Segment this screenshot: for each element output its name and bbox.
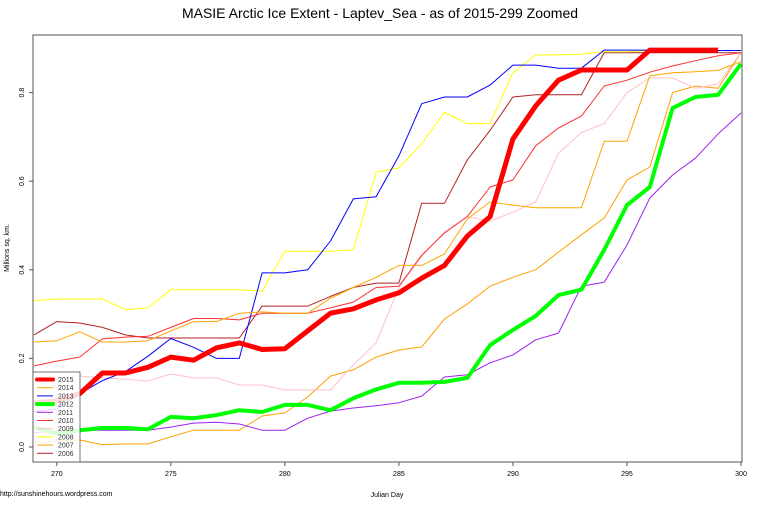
series-line-2006 [33,52,741,339]
series-line-2009 [33,52,742,391]
x-tick-label: 285 [393,471,405,478]
series-line-2007 [33,52,742,446]
series-lines [33,47,742,446]
legend-label: 2008 [58,434,74,441]
x-tick-label: 290 [507,471,519,478]
legend-label: 2011 [58,410,73,417]
x-tick-label: 280 [279,471,291,478]
y-tick-label: 0.8 [19,88,26,98]
legend-label: 2014 [58,385,74,392]
legend-item-2015: 2015 [35,377,74,384]
y-axis-label: Millions sq. km. [4,224,11,272]
series-line-2008 [33,50,741,311]
x-tick-label: 295 [621,471,633,478]
legend-label: 2012 [58,402,74,409]
series-line-2011 [33,112,742,434]
series-line-2010 [33,52,742,367]
legend-label: 2006 [58,451,74,458]
footer-url: http://sunshinehours.wordpress.com [0,491,113,498]
chart-title: MASIE Arctic Ice Extent - Laptev_Sea - a… [182,5,578,21]
series-line-2012 [33,62,742,436]
legend-item-2007: 2007 [37,443,74,450]
legend-item-2012: 2012 [35,402,74,409]
plot-frame [32,34,743,463]
legend-label: 2010 [58,418,74,425]
y-tick-label: 0.6 [19,176,26,186]
legend-label: 2007 [58,443,74,450]
series-line-2013 [33,49,741,413]
x-axis-label: Julian Day [371,492,404,499]
legend-item-2006: 2006 [37,451,74,458]
legend-label: 2015 [58,377,74,384]
legend-item-2010: 2010 [37,418,74,425]
y-tick-label: 0.0 [19,442,26,452]
legend-item-2014: 2014 [37,385,74,392]
series-line-2015 [33,47,719,406]
x-tick-label: 300 [735,471,747,478]
legend-label: 2013 [58,393,74,400]
legend-box [32,371,81,463]
x-axis: 270 275 280 285 290 295 300 [51,462,747,478]
y-tick-label: 0.2 [19,353,26,363]
x-tick-label: 270 [51,471,63,478]
x-tick-label: 275 [165,471,177,478]
legend-item-2009: 2009 [37,426,74,433]
legend-label: 2009 [58,426,74,433]
legend-item-2013: 2013 [37,393,74,400]
legend-item-2011: 2011 [37,410,73,417]
series-line-2014 [33,61,742,343]
y-axis: 0.0 0.2 0.4 0.6 0.8 [19,88,33,452]
legend-item-2008: 2008 [37,434,74,441]
y-tick-label: 0.4 [19,265,26,275]
